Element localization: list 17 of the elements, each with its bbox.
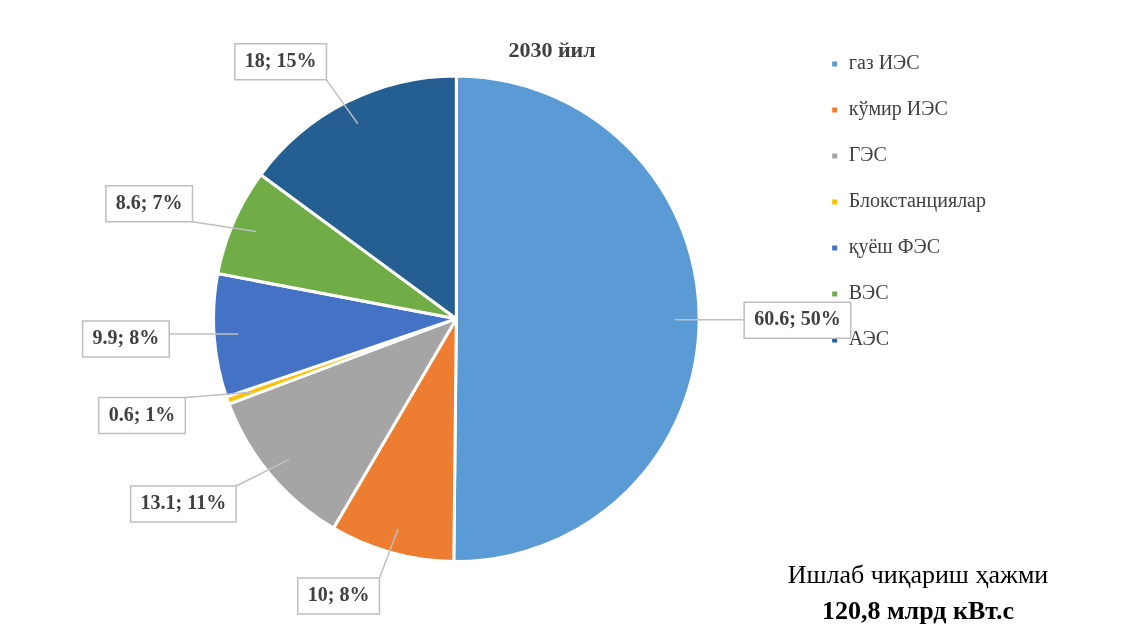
data-label: 9.9; 8%: [92, 326, 160, 349]
text: 120,8 млрд кВт.с: [821, 596, 1015, 625]
legend-label: АЭС: [848, 327, 890, 350]
chart-title: 2030 йил: [508, 36, 596, 62]
data-label: 10; 8%: [307, 583, 370, 606]
legend-label: ВЭС: [848, 281, 889, 304]
legend-label: газ ИЭС: [848, 51, 920, 74]
data-label: 18; 15%: [244, 49, 317, 72]
data-label: 8.6; 7%: [115, 190, 183, 213]
legend-label: ГЭС: [848, 143, 887, 166]
legend-label: қуёш ФЭС: [848, 235, 941, 259]
legend-label: кўмир ИЭС: [848, 97, 948, 121]
legend-label: Блокстанциялар: [848, 189, 986, 213]
text: Ишлаб чиқариш ҳажми: [787, 560, 1049, 589]
data-label: 0.6; 1%: [108, 402, 176, 425]
data-label: 13.1; 11%: [140, 491, 227, 514]
data-label: 60.6; 50%: [754, 307, 841, 330]
